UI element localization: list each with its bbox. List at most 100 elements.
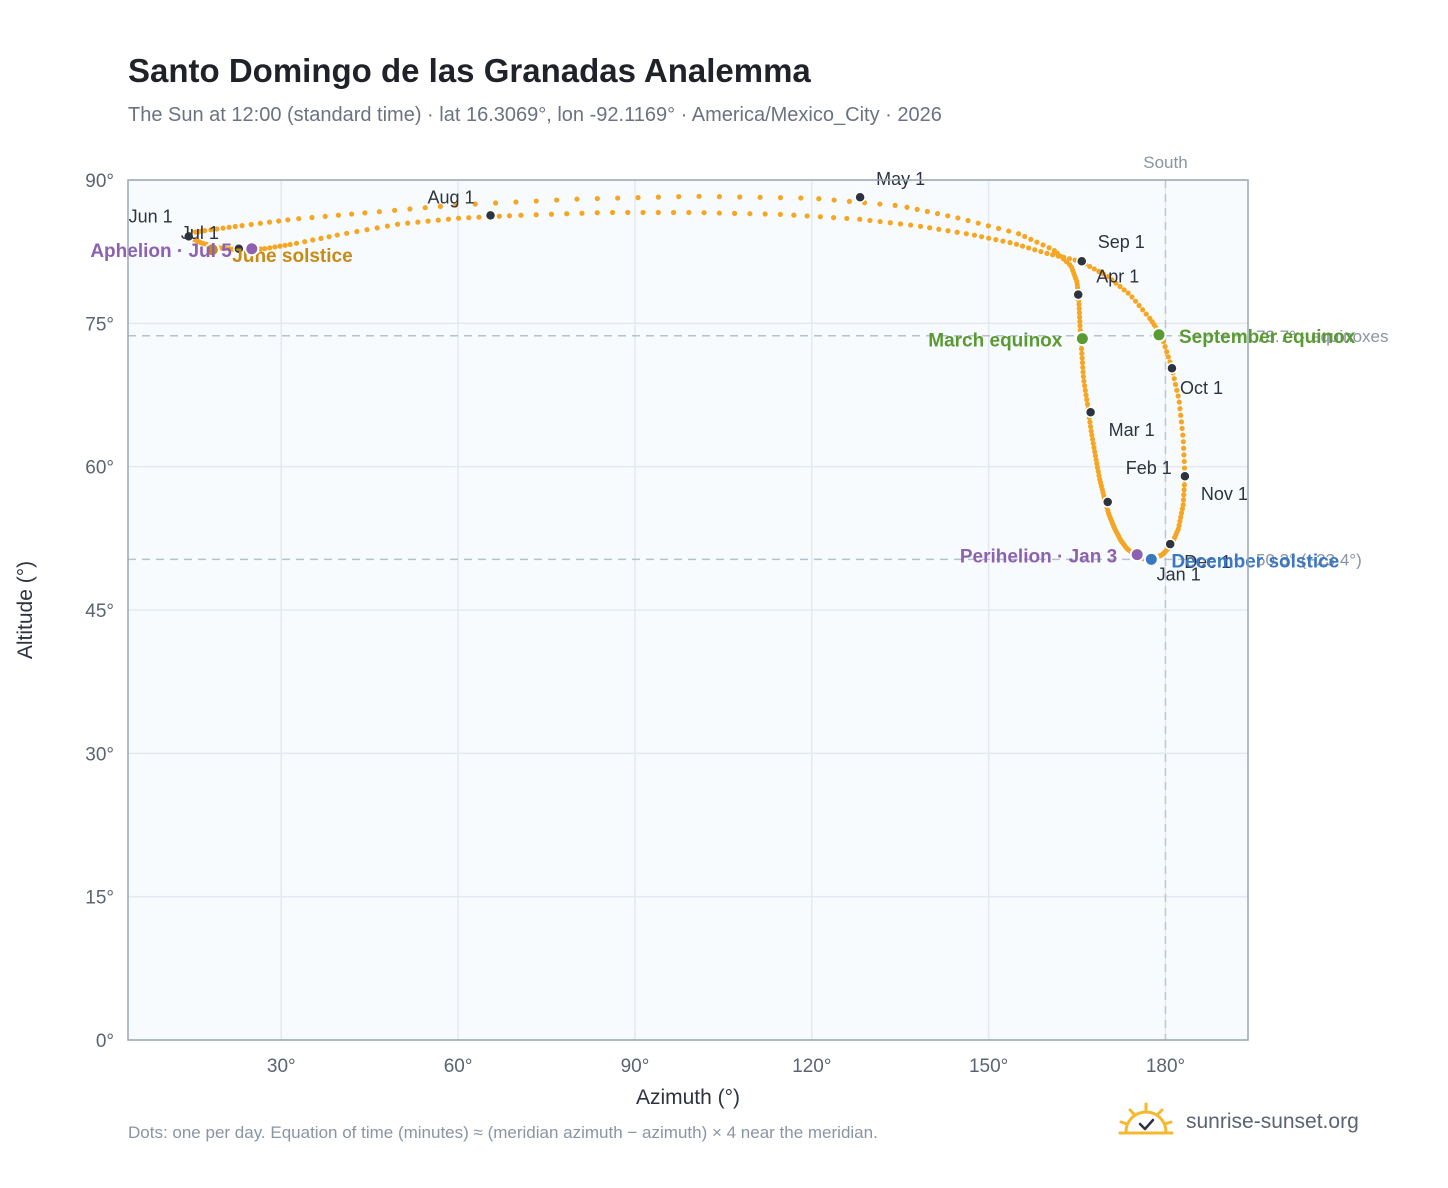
daily-dot <box>1164 349 1170 355</box>
daily-dot <box>335 212 342 218</box>
key-points: March equinox September equinox June solst… <box>90 241 1355 573</box>
y-tick-label: 75° <box>85 314 114 335</box>
daily-dot <box>1055 253 1061 259</box>
daily-dot <box>1095 468 1101 475</box>
daily-dot <box>993 237 999 243</box>
daily-dot <box>934 211 941 217</box>
month-marker-label: Apr 1 <box>1096 267 1139 287</box>
daily-dot <box>1132 298 1139 304</box>
daily-dot <box>1129 294 1135 300</box>
daily-dot <box>1015 231 1022 237</box>
daily-dot <box>354 228 360 235</box>
daily-dot <box>1082 383 1088 389</box>
daily-dot <box>655 209 661 216</box>
daily-dot <box>1044 250 1050 257</box>
daily-dot <box>1180 502 1186 508</box>
x-axis-label: Azimuth (°) <box>636 1086 740 1109</box>
daily-dot <box>857 216 863 222</box>
reference-line-label: 73.7° · equinoxes <box>1256 327 1389 346</box>
daily-dot <box>1079 355 1085 361</box>
daily-dot <box>1078 346 1085 352</box>
daily-dot <box>1079 360 1086 366</box>
daily-dot <box>986 235 992 241</box>
daily-dot <box>594 210 600 216</box>
daily-dot <box>262 246 268 252</box>
daily-dot <box>1019 243 1026 249</box>
key-point-marker <box>204 242 220 258</box>
daily-dot <box>1180 432 1186 438</box>
daily-dot <box>955 215 961 221</box>
daily-dot <box>1096 472 1102 479</box>
daily-dot <box>1181 482 1187 488</box>
daily-dot <box>701 210 707 216</box>
daily-dot <box>1084 397 1090 403</box>
daily-dot <box>1051 247 1057 254</box>
daily-dot <box>1121 287 1127 293</box>
daily-dot <box>1028 236 1034 242</box>
brand-name[interactable]: sunrise-sunset.org <box>1186 1110 1359 1133</box>
daily-dot <box>804 213 810 219</box>
daily-dot <box>513 199 519 205</box>
daily-dot <box>1094 465 1101 471</box>
y-tick-label: 90° <box>85 171 114 192</box>
daily-dot <box>344 230 350 236</box>
daily-dot <box>1038 248 1044 255</box>
daily-dot <box>1006 228 1012 234</box>
key-point-marker <box>1143 551 1159 567</box>
daily-dot <box>422 205 428 211</box>
daily-dot <box>1113 280 1119 286</box>
daily-dot <box>1080 369 1086 375</box>
month-marker <box>1166 362 1178 374</box>
daily-dot <box>445 216 452 222</box>
y-tick-label: 0° <box>96 1031 114 1052</box>
daily-dot <box>1181 487 1187 493</box>
daily-dot <box>1007 240 1013 246</box>
daily-dot <box>1178 419 1185 425</box>
sun-logo-icon <box>1118 1102 1174 1135</box>
daily-dot <box>1081 378 1087 384</box>
daily-dot <box>1087 419 1093 425</box>
daily-dot <box>1082 387 1088 394</box>
daily-dot <box>574 196 580 202</box>
y-tick-label: 45° <box>85 601 114 622</box>
daily-dot <box>1076 310 1083 316</box>
daily-dot <box>1083 392 1089 398</box>
daily-dot <box>1040 242 1046 248</box>
month-marker-label: May 1 <box>876 169 925 189</box>
daily-dot <box>533 198 539 204</box>
daily-dot <box>995 225 1002 232</box>
daily-dot <box>564 211 570 217</box>
month-marker <box>484 209 497 222</box>
y-tick-label: 30° <box>85 744 114 765</box>
daily-dot <box>670 209 677 216</box>
daily-dot <box>975 220 981 226</box>
month-marker-label: Jun 1 <box>129 206 173 226</box>
y-tick-label: 15° <box>85 888 114 909</box>
daily-dot <box>1162 344 1168 350</box>
daily-dot <box>1080 364 1086 370</box>
daily-dot <box>1175 393 1181 399</box>
daily-dot <box>506 213 513 219</box>
daily-dot <box>1105 274 1111 280</box>
daily-dot <box>1093 457 1099 463</box>
daily-dot <box>334 232 340 238</box>
daily-dot <box>257 220 263 226</box>
daily-dot <box>737 194 743 200</box>
daily-dot <box>309 214 315 221</box>
daily-dot <box>579 210 585 216</box>
daily-dot <box>220 225 226 231</box>
daily-dot <box>293 240 300 246</box>
daily-dot <box>1089 432 1095 438</box>
daily-dot <box>276 218 282 224</box>
daily-dot <box>384 223 390 229</box>
daily-dot <box>798 195 804 201</box>
month-marker-label: Dec 1 <box>1184 552 1231 572</box>
reference-line-label: 50.3° (−23.4°) <box>1256 550 1362 569</box>
daily-dot <box>533 212 539 218</box>
daily-dot <box>963 231 969 237</box>
daily-dot <box>1096 268 1102 274</box>
key-point-label: March equinox <box>928 331 1063 352</box>
brand[interactable]: sunrise-sunset.org <box>1118 1102 1359 1142</box>
daily-dot <box>322 213 328 219</box>
